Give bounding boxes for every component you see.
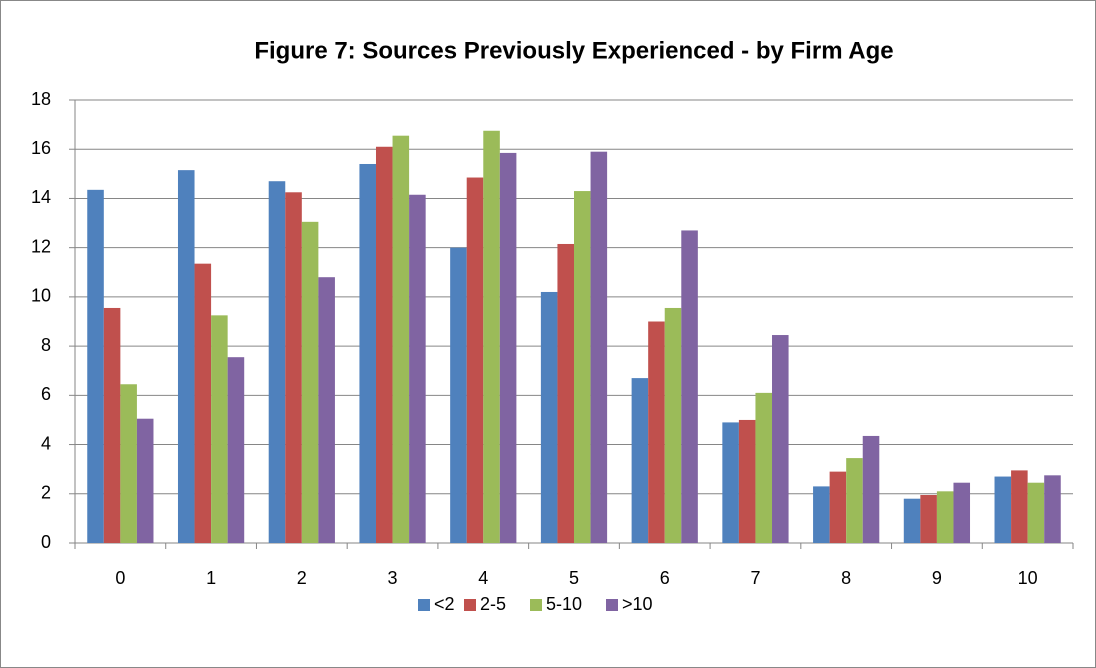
bar	[862, 435, 880, 543]
bar	[359, 163, 376, 543]
bar	[574, 191, 591, 544]
bar	[994, 476, 1012, 543]
bar	[194, 263, 212, 543]
x-tick-label: 5	[569, 568, 579, 588]
bar	[409, 194, 426, 543]
bar	[375, 146, 393, 543]
bar	[499, 152, 517, 544]
x-tick-label: 4	[478, 568, 488, 588]
legend-swatch	[530, 599, 542, 611]
bar	[1011, 470, 1028, 543]
x-tick-label: 0	[115, 568, 125, 588]
y-tick-label: 16	[31, 138, 51, 158]
x-tick-label: 8	[841, 568, 851, 588]
bar	[466, 177, 484, 543]
bar	[177, 170, 195, 543]
bar	[483, 130, 500, 543]
bar	[664, 307, 682, 543]
bar	[590, 151, 608, 543]
bar	[227, 357, 245, 543]
bar	[903, 498, 921, 543]
x-tick-label: 10	[1018, 568, 1038, 588]
bar	[87, 189, 104, 543]
x-tick-label: 9	[932, 568, 942, 588]
legend-label: >10	[622, 594, 653, 614]
bar	[648, 321, 665, 543]
bar	[920, 495, 937, 543]
bar	[681, 230, 698, 543]
bar	[120, 384, 137, 543]
bar	[136, 418, 154, 543]
x-tick-label: 1	[206, 568, 216, 588]
x-tick-label: 7	[750, 568, 760, 588]
bar	[392, 135, 410, 544]
bar	[450, 247, 467, 543]
y-tick-label: 8	[41, 335, 51, 355]
bar	[540, 291, 558, 543]
bar	[936, 491, 954, 543]
bar	[285, 192, 302, 543]
bar	[953, 482, 971, 543]
bar	[301, 221, 319, 543]
bar	[211, 315, 228, 543]
bar	[103, 307, 121, 543]
bar	[268, 181, 286, 543]
bar	[772, 335, 789, 543]
bar	[722, 422, 739, 543]
x-tick-label: 2	[297, 568, 307, 588]
x-tick-label: 6	[660, 568, 670, 588]
bar	[318, 277, 335, 543]
y-tick-label: 12	[31, 236, 51, 256]
legend-swatch	[418, 599, 430, 611]
bar	[631, 378, 649, 543]
y-tick-label: 10	[31, 286, 51, 306]
y-tick-label: 14	[31, 187, 51, 207]
bar	[829, 471, 847, 543]
bar	[813, 486, 830, 543]
chart-title: Figure 7: Sources Previously Experienced…	[254, 37, 893, 64]
bar	[557, 243, 574, 543]
x-tick-label: 3	[388, 568, 398, 588]
legend-label: 5-10	[546, 594, 582, 614]
bar	[738, 419, 756, 543]
legend-swatch	[606, 599, 618, 611]
legend-label: 2-5	[480, 594, 506, 614]
bar	[1027, 482, 1045, 543]
y-tick-label: 4	[41, 433, 51, 453]
bar	[846, 458, 863, 543]
bar	[1044, 475, 1061, 543]
y-tick-label: 0	[41, 532, 51, 552]
y-tick-label: 2	[41, 483, 51, 503]
legend-label: <2	[434, 594, 455, 614]
y-tick-label: 6	[41, 384, 51, 404]
y-tick-label: 18	[31, 89, 51, 109]
legend-swatch	[464, 599, 476, 611]
bar	[755, 392, 773, 543]
